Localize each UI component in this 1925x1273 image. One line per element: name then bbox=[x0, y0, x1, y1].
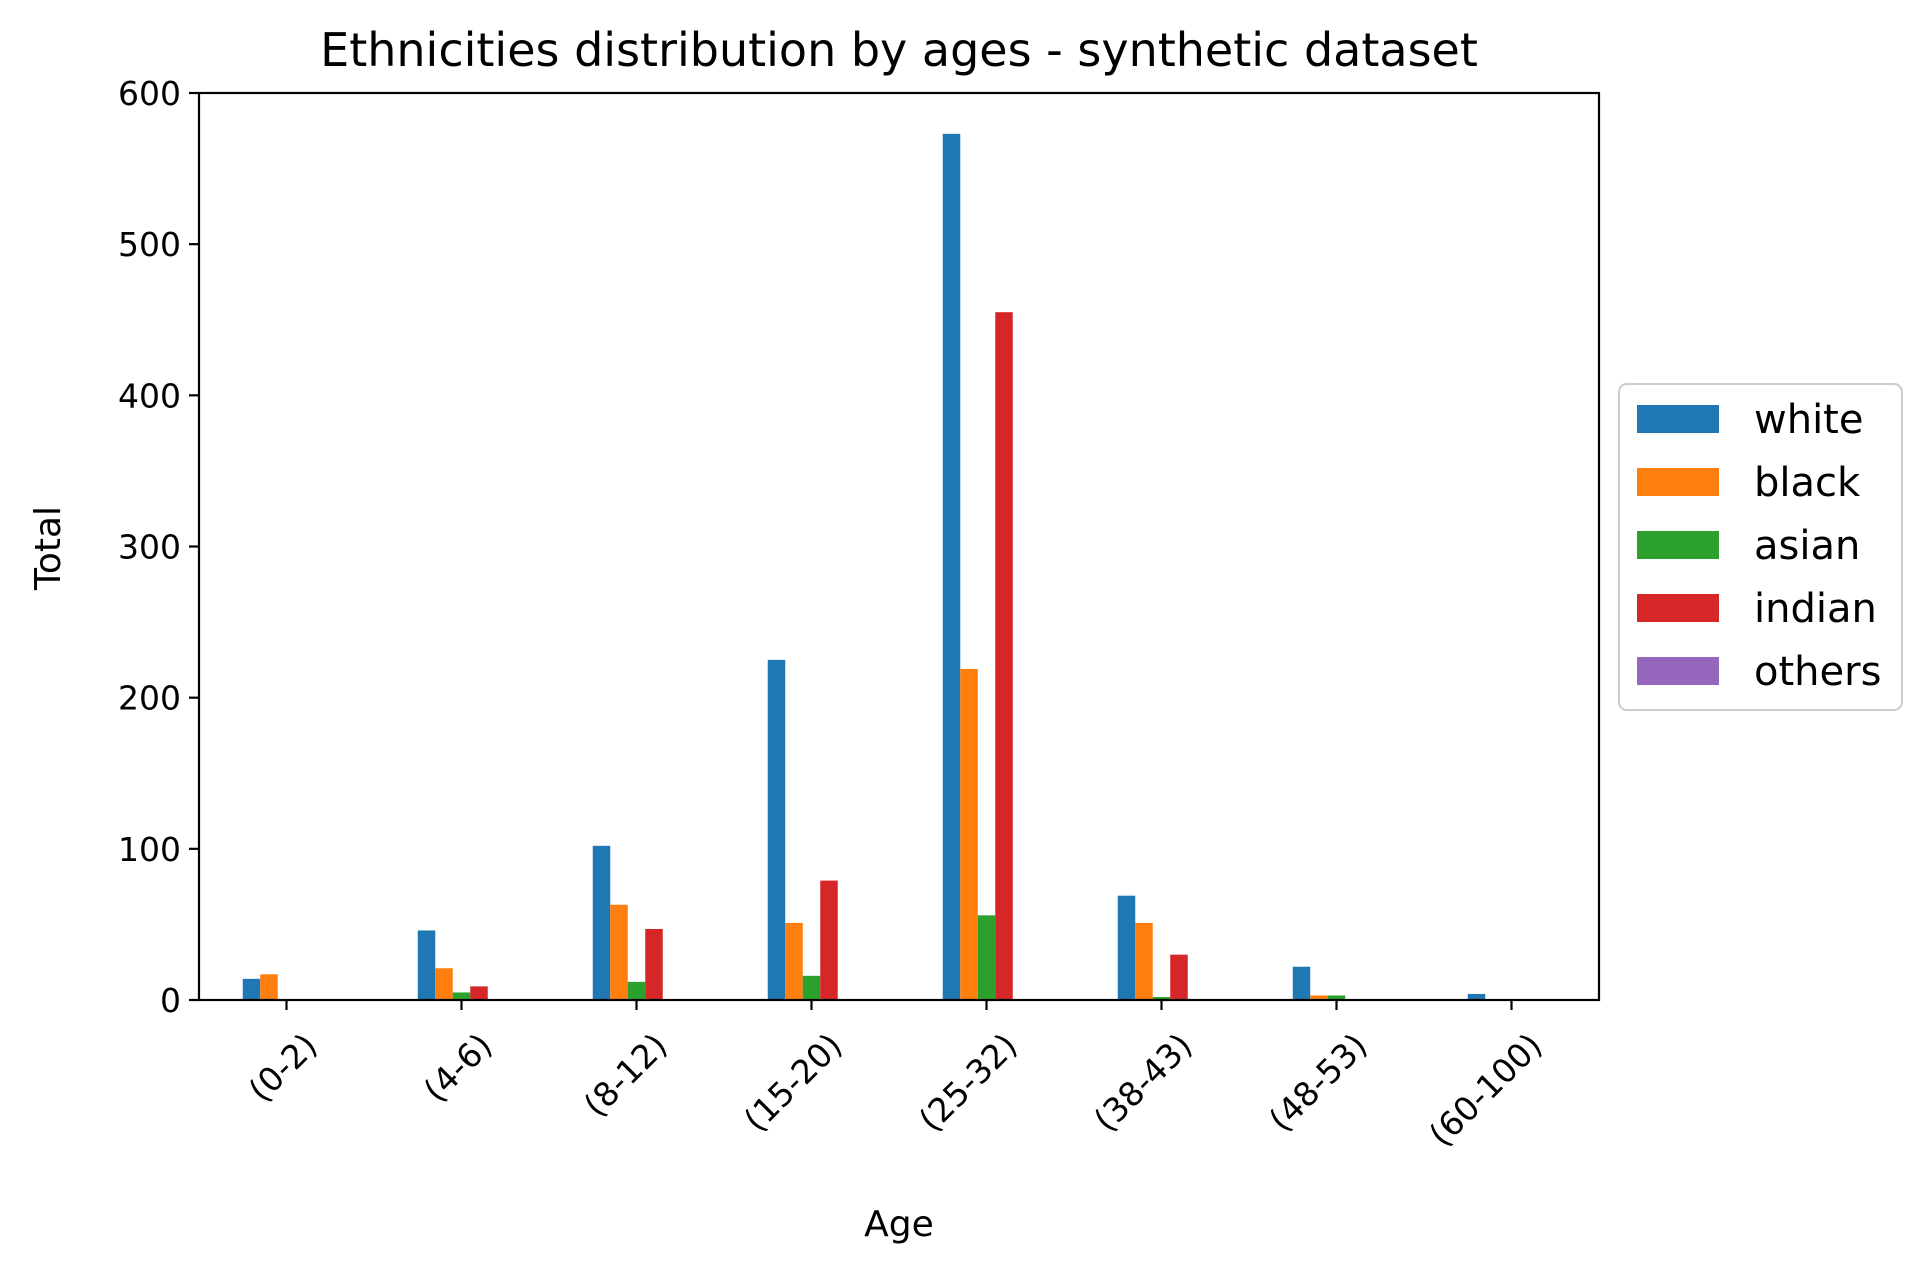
bar-asian-1 bbox=[452, 992, 471, 1000]
bar-asian-4 bbox=[977, 915, 996, 1000]
bar-indian-4 bbox=[995, 312, 1013, 1000]
y-tick-label: 100 bbox=[118, 830, 181, 869]
y-tick-label: 600 bbox=[118, 74, 181, 113]
bar-black-0 bbox=[260, 974, 278, 1000]
y-tick-label: 300 bbox=[118, 528, 181, 567]
bar-black-1 bbox=[435, 968, 453, 1000]
bar-asian-5 bbox=[1152, 996, 1171, 1000]
bar-black-4 bbox=[960, 668, 978, 1000]
legend-frame bbox=[1618, 383, 1903, 711]
bar-black-2 bbox=[610, 904, 628, 1000]
bar-white-4 bbox=[942, 133, 961, 1000]
bar-black-6 bbox=[1310, 995, 1328, 1000]
bar-white-2 bbox=[592, 845, 611, 1000]
y-tick-label: 500 bbox=[118, 225, 181, 264]
legend-label-white: white bbox=[1754, 397, 1863, 443]
legend-swatch-asian bbox=[1637, 531, 1719, 559]
legend-swatch-white bbox=[1637, 405, 1719, 433]
chart-title: Ethnicities distribution by ages - synth… bbox=[320, 23, 1478, 77]
x-axis-title: Age bbox=[864, 1204, 934, 1245]
legend: white black asian indian others bbox=[1618, 383, 1903, 711]
legend-items: white black asian indian others bbox=[1637, 397, 1881, 695]
bar-indian-1 bbox=[470, 986, 488, 1000]
y-tick-label: 400 bbox=[118, 376, 181, 415]
bar-asian-2 bbox=[627, 981, 646, 1000]
legend-label-black: black bbox=[1754, 460, 1861, 506]
bar-black-5 bbox=[1135, 922, 1153, 1000]
legend-swatch-indian bbox=[1637, 594, 1719, 622]
bar-asian-3 bbox=[802, 975, 821, 1000]
bar-white-3 bbox=[767, 659, 786, 1001]
bars-layer bbox=[242, 133, 1486, 1001]
bar-white-5 bbox=[1117, 895, 1136, 1000]
bar-white-0 bbox=[242, 978, 261, 1000]
bar-white-7 bbox=[1467, 993, 1486, 1000]
bar-indian-3 bbox=[820, 880, 838, 1000]
legend-swatch-black bbox=[1637, 468, 1719, 496]
bar-black-3 bbox=[785, 922, 803, 1000]
y-axis-title: Total bbox=[28, 506, 69, 591]
bar-indian-2 bbox=[645, 928, 663, 1000]
legend-label-asian: asian bbox=[1754, 523, 1860, 569]
legend-swatch-others bbox=[1637, 657, 1719, 685]
y-axis: 0 100 200 300 400 500 600 bbox=[118, 74, 199, 1020]
bar-white-1 bbox=[417, 930, 436, 1000]
y-tick-label: 200 bbox=[118, 679, 181, 718]
y-tick-label: 0 bbox=[160, 981, 181, 1020]
legend-label-others: others bbox=[1754, 649, 1881, 695]
legend-label-indian: indian bbox=[1754, 586, 1877, 632]
bar-white-6 bbox=[1292, 966, 1311, 1000]
bar-indian-5 bbox=[1170, 954, 1188, 1000]
bar-asian-6 bbox=[1327, 995, 1346, 1000]
